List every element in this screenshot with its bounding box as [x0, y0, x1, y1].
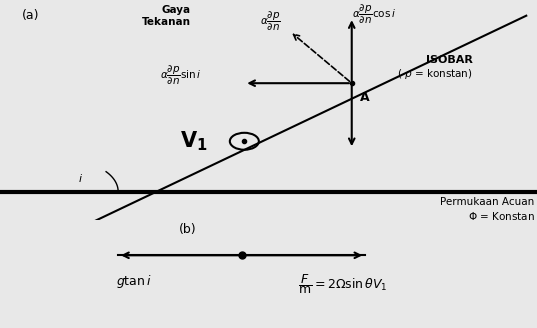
Text: (b): (b) [179, 223, 197, 236]
Text: $\mathbf{V_1}$: $\mathbf{V_1}$ [179, 130, 207, 153]
Text: i: i [79, 174, 82, 184]
Text: Permukaan Acuan: Permukaan Acuan [440, 197, 534, 208]
Text: (a): (a) [21, 10, 39, 22]
Text: $\alpha\dfrac{\partial p}{\partial n}\cos i$: $\alpha\dfrac{\partial p}{\partial n}\co… [352, 3, 396, 26]
Text: ISOBAR: ISOBAR [426, 55, 473, 65]
Text: Gaya
Tekanan: Gaya Tekanan [142, 5, 191, 27]
Text: $\dfrac{F}{\mathrm{m}} = 2\Omega\sin\theta V_1$: $\dfrac{F}{\mathrm{m}} = 2\Omega\sin\the… [298, 273, 388, 297]
Text: ( $\rho$ = konstan): ( $\rho$ = konstan) [397, 67, 473, 81]
Text: A: A [360, 91, 369, 104]
Text: $\alpha\dfrac{\partial p}{\partial n}$: $\alpha\dfrac{\partial p}{\partial n}$ [260, 10, 281, 33]
Text: $\alpha\dfrac{\partial p}{\partial n}\sin i$: $\alpha\dfrac{\partial p}{\partial n}\si… [160, 64, 201, 87]
Text: $g\tan i$: $g\tan i$ [117, 273, 152, 290]
Text: $\Phi$ = Konstan: $\Phi$ = Konstan [468, 210, 534, 222]
